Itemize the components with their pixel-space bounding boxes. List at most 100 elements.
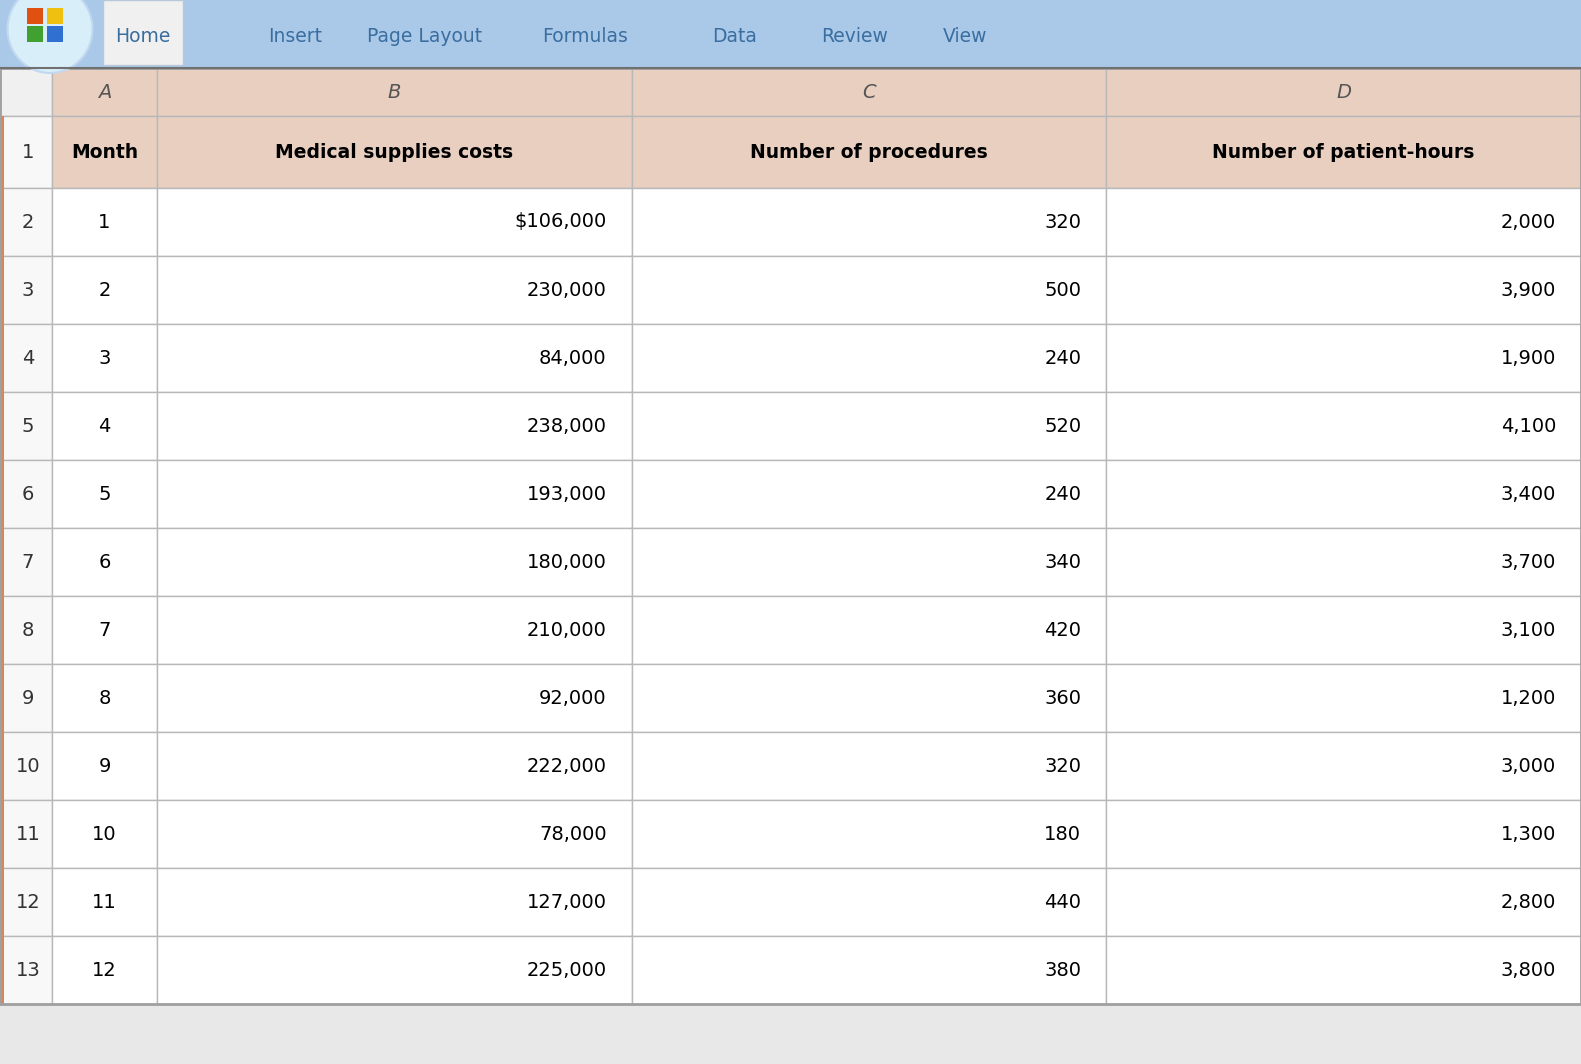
Bar: [632, 528, 1107, 596]
Bar: [0, 868, 5, 936]
Text: 2,800: 2,800: [1500, 893, 1556, 912]
Text: B: B: [387, 83, 402, 101]
Text: $106,000: $106,000: [514, 213, 607, 232]
Bar: [1107, 325, 1581, 392]
Bar: [157, 732, 632, 800]
Bar: [0, 188, 5, 256]
Text: 238,000: 238,000: [526, 416, 607, 435]
Bar: [0, 528, 5, 596]
Text: 1: 1: [98, 213, 111, 232]
Bar: [52, 664, 157, 732]
Text: 9: 9: [22, 688, 35, 708]
Bar: [0, 68, 52, 116]
Bar: [0, 392, 5, 460]
Bar: [0, 325, 5, 392]
Bar: [157, 460, 632, 528]
Text: Month: Month: [71, 143, 138, 162]
Text: 5: 5: [22, 416, 35, 435]
Bar: [0, 392, 52, 460]
Bar: [0, 116, 5, 188]
Text: 180: 180: [1045, 825, 1081, 844]
Bar: [52, 68, 157, 116]
Text: Number of patient-hours: Number of patient-hours: [1213, 143, 1475, 162]
Bar: [157, 800, 632, 868]
Text: 340: 340: [1045, 552, 1081, 571]
Text: 225,000: 225,000: [526, 961, 607, 980]
Bar: [0, 0, 1581, 68]
Text: 127,000: 127,000: [526, 893, 607, 912]
Text: 230,000: 230,000: [526, 281, 607, 299]
Bar: [0, 596, 5, 664]
Bar: [52, 528, 157, 596]
Bar: [52, 325, 157, 392]
Text: 8: 8: [22, 620, 35, 639]
Bar: [157, 664, 632, 732]
Bar: [157, 325, 632, 392]
Bar: [103, 0, 183, 65]
Bar: [1107, 596, 1581, 664]
Text: 5: 5: [98, 484, 111, 503]
Text: Medical supplies costs: Medical supplies costs: [275, 143, 514, 162]
Bar: [1107, 68, 1581, 116]
Bar: [632, 732, 1107, 800]
Text: 240: 240: [1045, 484, 1081, 503]
Text: 1,900: 1,900: [1500, 349, 1556, 367]
Text: 3: 3: [22, 281, 35, 299]
Bar: [1107, 664, 1581, 732]
Bar: [0, 528, 52, 596]
Text: 6: 6: [98, 552, 111, 571]
Bar: [157, 116, 632, 188]
Text: Page Layout: Page Layout: [367, 27, 482, 46]
Text: C: C: [862, 83, 876, 101]
Text: 2: 2: [22, 213, 35, 232]
Text: 9: 9: [98, 757, 111, 776]
Text: 210,000: 210,000: [526, 620, 607, 639]
Text: 3,900: 3,900: [1500, 281, 1556, 299]
Text: 240: 240: [1045, 349, 1081, 367]
Bar: [1107, 256, 1581, 325]
Bar: [0, 256, 52, 325]
Text: 12: 12: [16, 893, 41, 912]
Text: 500: 500: [1045, 281, 1081, 299]
Bar: [52, 596, 157, 664]
Bar: [52, 392, 157, 460]
Bar: [1107, 392, 1581, 460]
Bar: [632, 460, 1107, 528]
Text: 380: 380: [1045, 961, 1081, 980]
Bar: [0, 732, 52, 800]
Bar: [1107, 800, 1581, 868]
Bar: [0, 596, 52, 664]
Text: 7: 7: [98, 620, 111, 639]
Text: 222,000: 222,000: [526, 757, 607, 776]
Bar: [0, 868, 52, 936]
Bar: [1107, 188, 1581, 256]
Bar: [632, 596, 1107, 664]
Text: Insert: Insert: [269, 27, 323, 46]
Bar: [157, 868, 632, 936]
Text: 78,000: 78,000: [539, 825, 607, 844]
Bar: [27, 26, 43, 41]
Bar: [632, 936, 1107, 1004]
Bar: [157, 392, 632, 460]
Bar: [52, 188, 157, 256]
Text: 3,000: 3,000: [1500, 757, 1556, 776]
Bar: [632, 392, 1107, 460]
Bar: [0, 325, 52, 392]
Text: D: D: [1336, 83, 1352, 101]
Text: Formulas: Formulas: [542, 27, 628, 46]
Text: 320: 320: [1045, 213, 1081, 232]
Bar: [0, 460, 52, 528]
Text: 1: 1: [22, 143, 35, 162]
Bar: [157, 528, 632, 596]
Bar: [47, 9, 63, 24]
Text: 3,700: 3,700: [1500, 552, 1556, 571]
Text: 8: 8: [98, 688, 111, 708]
Text: View: View: [942, 27, 987, 46]
Bar: [157, 596, 632, 664]
Text: 2: 2: [98, 281, 111, 299]
Text: 2,000: 2,000: [1500, 213, 1556, 232]
Bar: [632, 325, 1107, 392]
Text: A: A: [98, 83, 111, 101]
Bar: [52, 256, 157, 325]
Text: 3,400: 3,400: [1500, 484, 1556, 503]
